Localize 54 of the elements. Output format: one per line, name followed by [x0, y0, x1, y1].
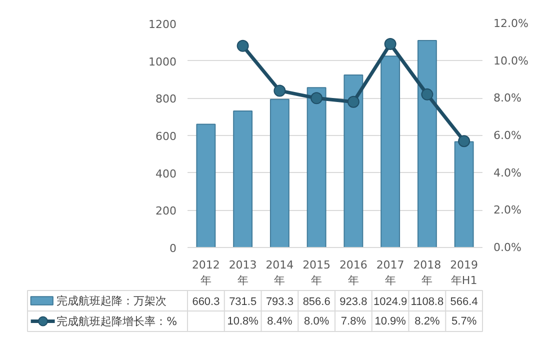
- data-label: 793.3: [266, 296, 294, 308]
- x-tick-label: 2014年: [266, 258, 294, 288]
- bar: [306, 87, 326, 248]
- data-label: 8.0%: [304, 315, 330, 328]
- legend-label: 完成航班起降增长率：%: [56, 314, 178, 328]
- point: [347, 96, 360, 108]
- point: [421, 88, 434, 100]
- y-tick-label: 400: [156, 167, 177, 180]
- x-tick-label: 2012年: [192, 258, 220, 288]
- point: [310, 92, 323, 104]
- y-tick-label: 1200: [148, 18, 177, 31]
- y2-tick-label: 2.0%: [494, 204, 522, 217]
- bar: [380, 56, 400, 248]
- x-tick-label: 2016年: [339, 258, 368, 288]
- bar: [196, 124, 216, 248]
- y-tick-label: 1000: [148, 55, 177, 68]
- point: [384, 38, 396, 50]
- data-label: 660.3: [192, 296, 220, 308]
- y2-tick-label: 4.0%: [494, 166, 522, 180]
- point: [236, 40, 249, 52]
- x-tick-label: 2018年: [413, 258, 442, 288]
- bar: [233, 110, 253, 248]
- data-label: 5.7%: [452, 315, 477, 328]
- y-tick-label: 200: [156, 204, 177, 218]
- x-tick-label: 2015年: [302, 258, 331, 288]
- data-label: 8.2%: [414, 315, 440, 328]
- y2-tick-label: 6.0%: [494, 129, 522, 142]
- y-tick-label: 600: [156, 130, 177, 143]
- x-tick-label: 2013年: [228, 258, 257, 288]
- data-label: 8.4%: [267, 315, 292, 328]
- y-tick-label: 0: [170, 242, 176, 255]
- data-label: 10.9%: [374, 315, 406, 328]
- legend-label: 完成航班起降：万架次: [56, 294, 167, 308]
- point: [458, 135, 470, 148]
- y2-tick-label: 12.0%: [494, 17, 528, 30]
- point: [274, 84, 286, 97]
- y2-tick-label: 8.0%: [494, 92, 522, 105]
- bar: [417, 40, 437, 248]
- data-label: 10.8%: [227, 315, 259, 328]
- x-tick-label: 2019年H1: [450, 258, 478, 288]
- bar: [344, 74, 364, 248]
- data-label: 731.5: [229, 296, 257, 308]
- y2-tick-label: 10.0%: [494, 54, 528, 68]
- data-label: 1108.8: [410, 296, 444, 308]
- data-label: 923.8: [340, 296, 368, 308]
- bar: [270, 98, 290, 248]
- data-label: 566.4: [450, 296, 478, 308]
- bar: [454, 141, 474, 248]
- data-label: 7.8%: [340, 315, 366, 328]
- x-tick-label: 2017年: [376, 258, 404, 288]
- data-label: 856.6: [302, 296, 330, 308]
- y2-tick-label: 0.0%: [494, 241, 522, 254]
- data-label: 1024.9: [374, 296, 408, 308]
- y-tick-label: 800: [156, 92, 177, 106]
